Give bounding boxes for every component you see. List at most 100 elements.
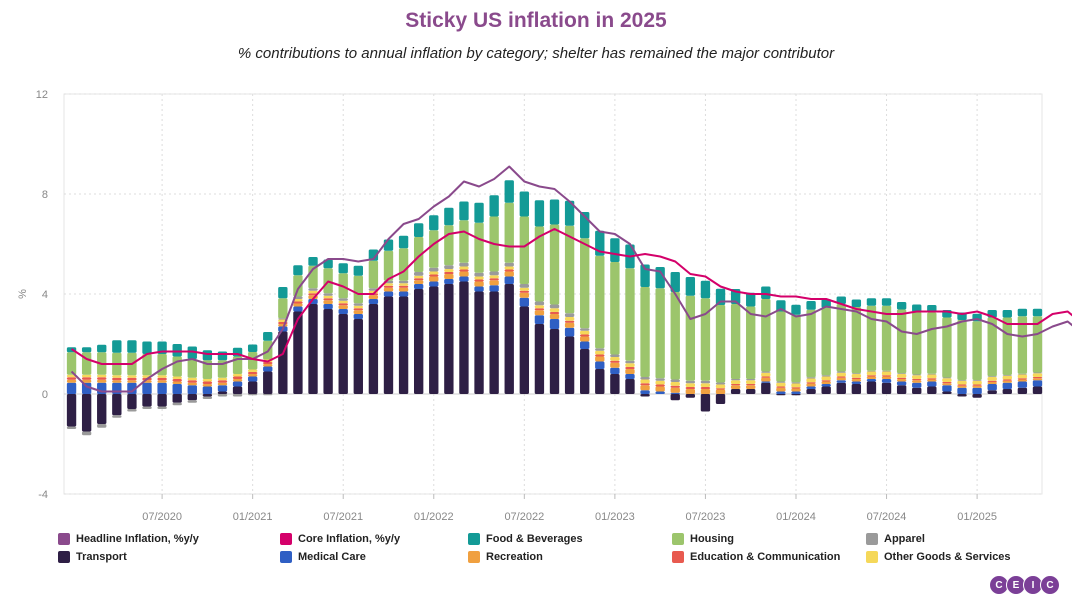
bar-stack	[1017, 308, 1028, 394]
bar-segment	[172, 376, 182, 379]
bar-segment	[232, 381, 243, 387]
bar-segment	[972, 384, 982, 386]
bar-segment	[595, 350, 605, 355]
bar-segment	[836, 380, 846, 383]
bar-stack	[715, 288, 726, 404]
series-line	[70, 228, 1072, 365]
bar-segment	[776, 311, 786, 382]
bar-segment	[187, 359, 197, 378]
bar-segment	[127, 340, 137, 353]
bar-segment	[247, 394, 258, 396]
bar-segment	[398, 285, 409, 288]
bar-segment	[429, 274, 439, 277]
bar-segment	[776, 394, 786, 396]
bar-stack	[293, 265, 303, 394]
bar-segment	[866, 379, 877, 382]
bar-segment	[293, 301, 303, 304]
legend-label: Housing	[690, 533, 734, 545]
bar-segment	[957, 387, 967, 394]
bar-segment	[172, 356, 182, 377]
bar-segment	[625, 360, 635, 364]
bar-stack	[459, 201, 469, 394]
bar-stack	[836, 296, 846, 394]
bar-segment	[927, 381, 937, 387]
bar-segment	[187, 394, 197, 401]
bar-segment	[896, 374, 907, 378]
bar-segment	[685, 295, 696, 381]
bar-stack	[1032, 308, 1043, 394]
bar-segment	[368, 260, 379, 289]
bar-segment	[534, 301, 545, 306]
bar-segment	[263, 394, 273, 396]
bar-segment	[202, 394, 213, 397]
bar-segment	[504, 276, 514, 284]
bar-segment	[429, 271, 439, 275]
bar-segment	[564, 225, 575, 314]
bar-stack	[353, 265, 363, 394]
bar-segment	[700, 280, 711, 299]
bar-segment	[293, 275, 303, 297]
bar-segment	[912, 379, 922, 381]
bar-segment	[66, 374, 77, 378]
bar-segment	[459, 271, 469, 277]
bar-segment	[172, 344, 182, 357]
bar-segment	[489, 291, 499, 394]
bar-segment	[610, 354, 620, 357]
bar-segment	[172, 402, 182, 406]
bar-segment	[81, 377, 92, 380]
bar-segment	[383, 250, 394, 281]
bar-segment	[293, 303, 303, 307]
bar-segment	[444, 225, 454, 266]
bar-segment	[338, 309, 348, 314]
bar-segment	[263, 366, 273, 372]
bar-stack	[987, 310, 997, 394]
bar-segment	[746, 389, 756, 394]
legend-swatch	[280, 551, 292, 563]
bar-segment	[413, 237, 424, 272]
bar-segment	[670, 292, 680, 380]
bar-segment	[383, 291, 394, 297]
legend-label: Food & Beverages	[486, 533, 583, 545]
bar-segment	[142, 394, 152, 407]
bar-segment	[625, 369, 635, 374]
bar-segment	[912, 387, 922, 394]
bar-stack	[564, 200, 575, 394]
bar-segment	[836, 377, 846, 381]
bar-segment	[776, 381, 786, 383]
bar-segment	[323, 309, 333, 394]
bar-segment	[383, 285, 394, 288]
bar-segment	[610, 367, 620, 374]
bar-segment	[202, 384, 213, 387]
bar-segment	[232, 356, 243, 374]
bar-stack	[474, 202, 484, 394]
bar-segment	[474, 286, 484, 292]
bar-segment	[232, 376, 243, 379]
bar-segment	[353, 265, 363, 276]
bar-segment	[187, 377, 197, 381]
bar-stack	[263, 332, 273, 396]
bar-segment	[851, 307, 862, 374]
bar-segment	[81, 347, 92, 353]
bar-segment	[323, 293, 333, 296]
bar-segment	[746, 292, 756, 307]
bar-stack	[791, 304, 801, 396]
bar-segment	[504, 266, 514, 270]
bar-segment	[81, 352, 92, 375]
bar-segment	[66, 379, 77, 383]
bar-segment	[338, 298, 348, 301]
bar-segment	[987, 390, 997, 394]
bar-segment	[746, 384, 756, 386]
bar-segment	[157, 375, 167, 378]
bar-segment	[232, 394, 243, 397]
bar-segment	[383, 287, 394, 292]
bar-segment	[504, 269, 514, 272]
bar-segment	[987, 377, 997, 381]
bar-segment	[564, 327, 575, 337]
bar-stack	[1002, 310, 1012, 394]
bar-segment	[927, 373, 937, 375]
bar-stack	[247, 344, 258, 396]
bar-segment	[896, 373, 907, 374]
legend-label: Other Goods & Services	[884, 551, 1011, 563]
bar-segment	[670, 272, 680, 292]
bar-segment	[519, 290, 530, 293]
